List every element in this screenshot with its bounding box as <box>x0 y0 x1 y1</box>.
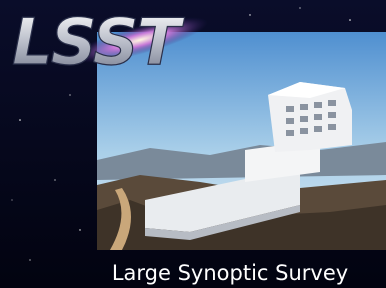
caption: Large Synoptic Survey <box>112 261 348 285</box>
page: LSST Large Synoptic Survey (() => { cons… <box>0 0 386 288</box>
slide: LSST Large Synoptic Survey <box>0 0 386 288</box>
logo-text: LSST <box>12 6 185 80</box>
